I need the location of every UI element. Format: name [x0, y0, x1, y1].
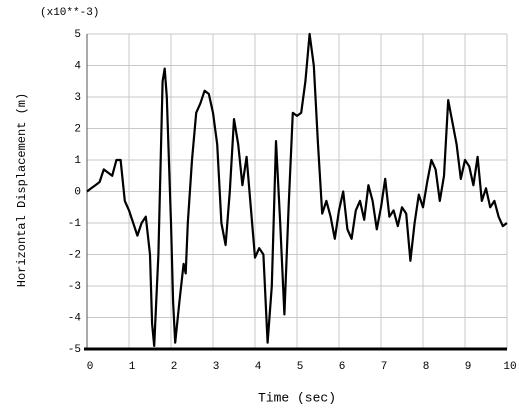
x-tick-label: 8	[423, 361, 430, 373]
y-tick-label: -3	[68, 281, 81, 293]
data-line	[86, 32, 508, 347]
x-tick-label: 6	[339, 361, 346, 373]
y-tick-label: 0	[74, 186, 81, 198]
y-axis-label: Horizontal Displacement (m)	[15, 93, 29, 287]
y-tick-label: 5	[74, 29, 81, 41]
y-tick-label: -5	[68, 344, 81, 356]
y-tick-label: 2	[74, 123, 81, 135]
x-tick-label: 1	[129, 361, 136, 373]
x-tick-label: 0	[87, 361, 94, 373]
y-tick-label: -4	[68, 312, 82, 324]
y-tick-label: 4	[74, 60, 81, 72]
multiplier-label: (x10**-3)	[40, 7, 99, 19]
x-tick-label: 2	[171, 361, 178, 373]
y-tick-label: 1	[74, 155, 81, 167]
y-tick-label: -1	[68, 218, 82, 230]
x-tick-label: 3	[213, 361, 220, 373]
x-tick-label: 4	[255, 361, 262, 373]
x-tick-label: 10	[503, 361, 516, 373]
x-tick-label: 7	[381, 361, 388, 373]
y-tick-label: -2	[68, 249, 81, 261]
x-tick-label: 5	[297, 361, 304, 373]
x-tick-label: 9	[465, 361, 472, 373]
x-axis-label: Time (sec)	[258, 390, 336, 405]
y-tick-label: 3	[74, 92, 81, 104]
